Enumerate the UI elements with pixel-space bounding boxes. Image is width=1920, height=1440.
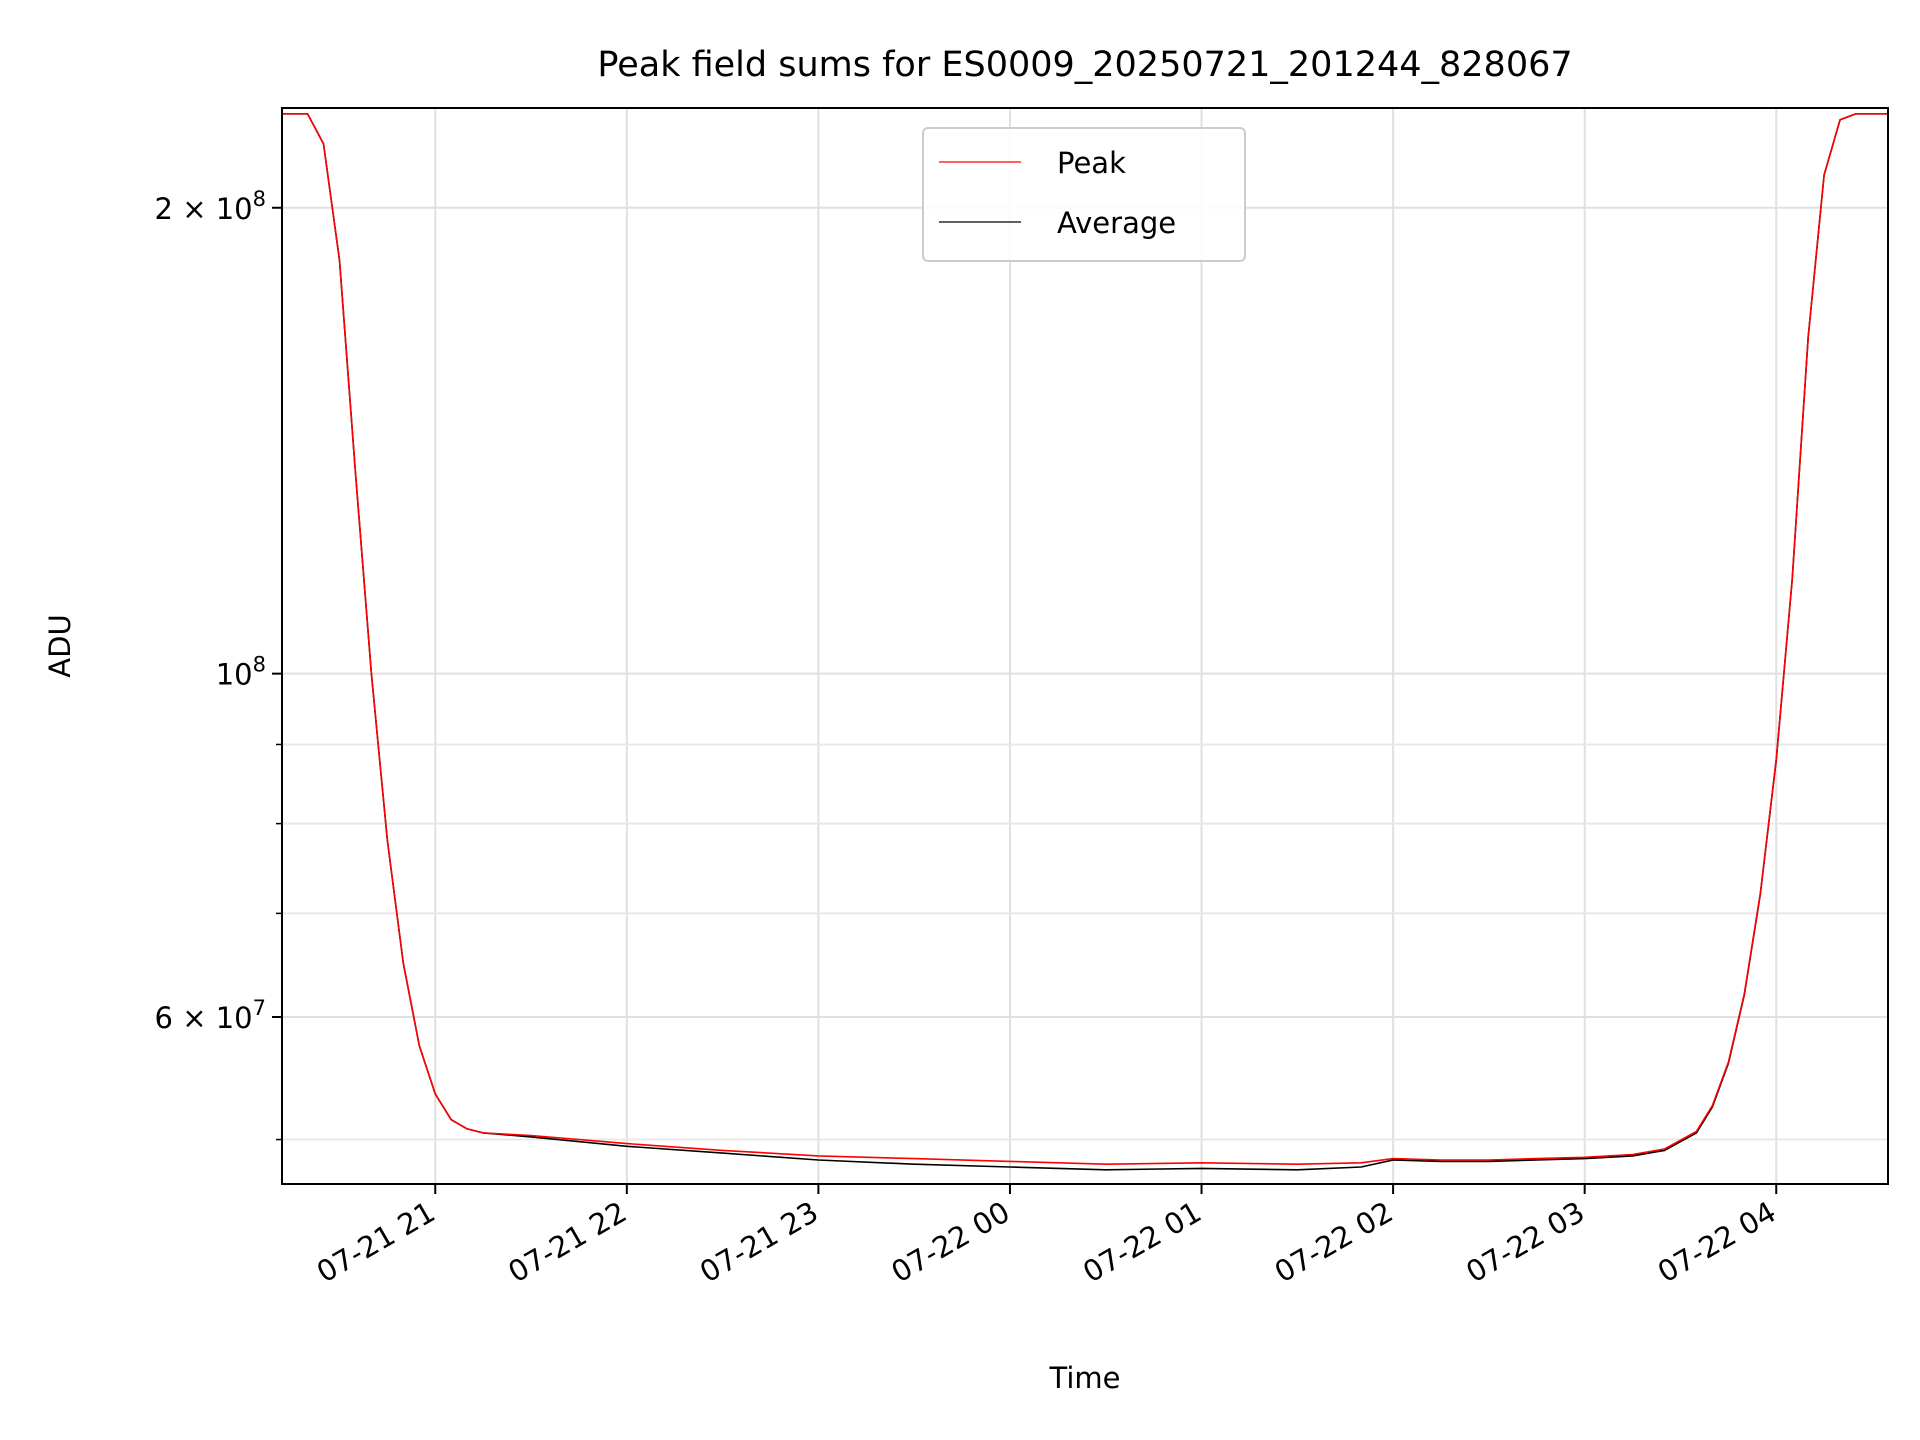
y-axis-label: ADU [43,614,77,677]
x-axis-label: Time [1049,1361,1121,1395]
plot-frame [281,107,1889,1185]
y-tick-label: 108 [216,653,266,692]
series-line-peak [282,113,1888,1165]
legend-label-peak: Peak [1057,146,1126,180]
plot-area [282,113,1888,1171]
y-axis: 2 × 108 108 6 × 107 [155,187,282,1141]
y-tick-label: 2 × 108 [155,187,266,226]
y-tick-label: 6 × 107 [155,996,266,1035]
grid [282,108,1888,1184]
legend-box [922,127,1246,262]
legend: Peak Average [922,127,1246,262]
chart-title: Peak field sums for ES0009_20250721_2012… [597,45,1572,85]
legend-label-average: Average [1057,206,1176,240]
